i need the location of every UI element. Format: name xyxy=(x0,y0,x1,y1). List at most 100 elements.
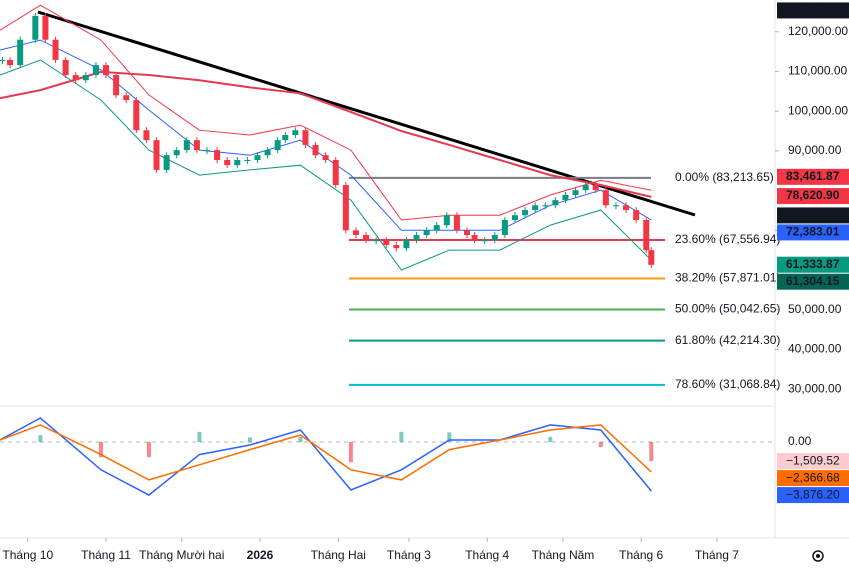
candle xyxy=(193,140,200,151)
candle xyxy=(562,194,569,201)
macd-label-box xyxy=(777,487,849,504)
candle xyxy=(17,39,24,66)
histogram-bar xyxy=(348,442,353,463)
histogram-bar xyxy=(399,431,404,442)
candle xyxy=(453,215,460,231)
price-label-box xyxy=(777,207,849,224)
y-tick-label: 90,000.00 xyxy=(788,143,842,157)
candle xyxy=(443,215,450,226)
price-label-box xyxy=(777,256,849,273)
candle xyxy=(413,235,420,241)
candle xyxy=(501,219,508,236)
x-tick-label: Tháng Mười hai xyxy=(139,548,224,562)
price-label-box xyxy=(777,273,849,290)
candle xyxy=(552,200,559,206)
price-label: 78,620.90 xyxy=(786,188,840,202)
candle xyxy=(183,140,190,151)
candle xyxy=(602,190,609,206)
histogram-bar xyxy=(649,442,654,462)
macd-line xyxy=(0,417,652,496)
candle xyxy=(612,205,619,207)
histogram-bar xyxy=(447,432,452,442)
y-tick-label: 120,000.00 xyxy=(788,24,848,38)
candle xyxy=(633,210,640,220)
candle xyxy=(32,15,39,40)
candle xyxy=(42,15,49,40)
price-label-box xyxy=(777,188,849,205)
macd-label-box xyxy=(777,453,849,470)
candle xyxy=(322,155,329,161)
histogram-bar xyxy=(598,442,603,448)
candle xyxy=(623,205,630,211)
candle xyxy=(532,205,539,211)
histogram-bar xyxy=(98,442,103,458)
price-label: 61,304.15 xyxy=(786,274,840,288)
candle xyxy=(204,150,211,152)
candle xyxy=(332,160,339,186)
price-label: 83,461.87 xyxy=(786,169,840,183)
histogram-bar xyxy=(146,442,151,458)
price-label: 73,746.62 xyxy=(786,208,840,222)
fib-label: 0.00% (83,213.65) xyxy=(675,170,774,184)
candle xyxy=(403,240,410,249)
macd-zero-label: 0.00 xyxy=(788,434,812,448)
candle xyxy=(143,130,150,141)
settings-icon[interactable] xyxy=(812,550,824,562)
candle xyxy=(0,59,6,61)
candle xyxy=(7,59,14,66)
candle xyxy=(274,140,281,151)
price-label: 125,374.03 xyxy=(786,3,846,17)
candle xyxy=(302,130,309,145)
candle xyxy=(163,155,170,170)
price-label-box xyxy=(777,224,849,241)
x-tick-label: Tháng 7 xyxy=(695,548,739,562)
candle xyxy=(433,225,440,231)
candle xyxy=(123,95,130,101)
indicator-line xyxy=(0,4,652,221)
candle xyxy=(92,65,99,76)
candle xyxy=(643,219,650,251)
candle xyxy=(153,140,160,170)
candle xyxy=(373,240,380,242)
candle xyxy=(481,240,488,242)
macd-value-label: −2,366.68 xyxy=(786,470,840,484)
candle xyxy=(423,230,430,236)
x-tick-label: 2026 xyxy=(247,548,274,562)
price-label-box xyxy=(777,168,849,185)
x-tick-label: Tháng Hai xyxy=(311,548,366,562)
fib-label: 78.60% (31,068.84) xyxy=(675,377,780,391)
candle xyxy=(113,75,120,96)
macd-label-box xyxy=(777,470,849,487)
x-tick-label: Tháng 11 xyxy=(81,548,131,562)
histogram-bar xyxy=(548,436,553,442)
candle xyxy=(542,205,549,207)
candle xyxy=(592,185,599,191)
candle xyxy=(383,240,390,245)
candle xyxy=(173,150,180,156)
y-tick-label: 50,000.00 xyxy=(788,302,842,316)
x-tick-label: Tháng 3 xyxy=(387,548,431,562)
candle xyxy=(522,210,529,216)
candle xyxy=(214,150,221,161)
candle xyxy=(491,235,498,241)
y-tick-label: 40,000.00 xyxy=(788,342,842,356)
candle xyxy=(62,59,69,76)
y-tick-label: 110,000.00 xyxy=(788,64,847,78)
candle xyxy=(282,135,289,141)
fib-label: 61.80% (42,214.30) xyxy=(675,333,780,347)
candle xyxy=(244,160,251,162)
x-tick-label: Tháng 4 xyxy=(465,548,509,562)
candle xyxy=(264,150,271,156)
price-label-box xyxy=(777,2,849,19)
candle xyxy=(342,185,349,231)
candle xyxy=(224,160,231,166)
candle xyxy=(572,190,579,195)
candle xyxy=(511,215,518,220)
x-tick-label: Tháng 10 xyxy=(2,548,53,562)
candle xyxy=(363,235,370,241)
candle xyxy=(103,65,110,76)
x-tick-label: Tháng Năm xyxy=(532,548,595,562)
candle xyxy=(52,39,59,60)
candle xyxy=(648,250,655,265)
